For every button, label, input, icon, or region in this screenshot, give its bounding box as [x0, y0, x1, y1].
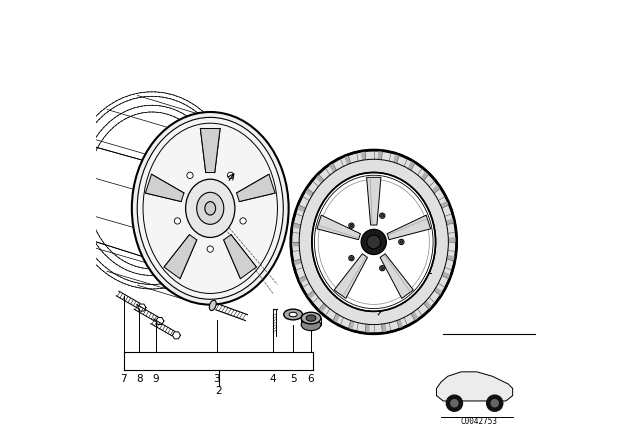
Circle shape — [446, 395, 463, 411]
Polygon shape — [408, 160, 415, 170]
Text: 1: 1 — [426, 266, 433, 276]
Ellipse shape — [306, 315, 316, 321]
Polygon shape — [164, 235, 196, 279]
Circle shape — [486, 395, 503, 411]
Ellipse shape — [301, 312, 321, 324]
Polygon shape — [393, 153, 399, 164]
Polygon shape — [296, 205, 306, 212]
Text: 5: 5 — [290, 374, 296, 383]
Polygon shape — [304, 188, 314, 197]
Text: 7: 7 — [120, 374, 127, 383]
Polygon shape — [315, 174, 324, 184]
Ellipse shape — [312, 172, 436, 311]
Polygon shape — [298, 276, 307, 284]
Polygon shape — [365, 324, 370, 334]
Text: 6: 6 — [308, 374, 314, 383]
Polygon shape — [292, 259, 301, 266]
Text: 2: 2 — [216, 386, 222, 396]
Circle shape — [187, 172, 193, 178]
Polygon shape — [378, 150, 383, 160]
Ellipse shape — [291, 150, 457, 334]
Circle shape — [350, 224, 353, 227]
Polygon shape — [448, 237, 457, 242]
Polygon shape — [237, 174, 275, 202]
Circle shape — [380, 266, 385, 271]
Text: 3: 3 — [214, 374, 220, 383]
Ellipse shape — [186, 179, 235, 237]
Polygon shape — [447, 255, 456, 261]
Circle shape — [174, 218, 180, 224]
Polygon shape — [411, 311, 419, 322]
Polygon shape — [424, 300, 433, 310]
Polygon shape — [145, 174, 184, 202]
Circle shape — [349, 255, 354, 261]
Polygon shape — [381, 323, 387, 333]
Polygon shape — [292, 223, 301, 229]
Polygon shape — [442, 271, 451, 279]
Ellipse shape — [301, 319, 321, 331]
Circle shape — [240, 218, 246, 224]
Circle shape — [381, 267, 383, 270]
Polygon shape — [420, 171, 429, 181]
Ellipse shape — [196, 192, 224, 224]
Circle shape — [380, 213, 385, 218]
Polygon shape — [434, 287, 444, 296]
Polygon shape — [291, 242, 300, 247]
Text: 9: 9 — [152, 374, 159, 383]
Circle shape — [227, 172, 234, 178]
Ellipse shape — [361, 229, 387, 254]
Polygon shape — [432, 184, 441, 194]
Polygon shape — [200, 129, 220, 172]
Ellipse shape — [132, 112, 289, 305]
Circle shape — [349, 223, 354, 228]
Text: 8: 8 — [136, 374, 143, 383]
Ellipse shape — [137, 117, 284, 299]
Polygon shape — [446, 218, 455, 225]
Polygon shape — [387, 215, 431, 240]
Circle shape — [207, 246, 213, 252]
Polygon shape — [332, 314, 340, 324]
Circle shape — [400, 241, 403, 243]
Circle shape — [350, 257, 353, 259]
Circle shape — [491, 400, 499, 407]
Ellipse shape — [367, 235, 381, 249]
Polygon shape — [328, 162, 337, 172]
Ellipse shape — [205, 202, 216, 215]
Polygon shape — [380, 254, 413, 298]
Polygon shape — [436, 372, 513, 401]
Text: 4: 4 — [269, 374, 276, 383]
Circle shape — [451, 400, 458, 407]
Polygon shape — [317, 215, 360, 240]
Polygon shape — [334, 254, 367, 298]
Polygon shape — [361, 151, 366, 160]
Polygon shape — [397, 319, 403, 329]
Circle shape — [381, 214, 383, 217]
Circle shape — [399, 239, 404, 245]
Text: C0042753: C0042753 — [461, 417, 497, 426]
Polygon shape — [344, 155, 351, 165]
Ellipse shape — [289, 312, 297, 317]
Polygon shape — [367, 177, 381, 225]
Polygon shape — [440, 200, 449, 208]
Polygon shape — [307, 290, 316, 300]
Ellipse shape — [209, 300, 216, 310]
Polygon shape — [348, 320, 355, 331]
Polygon shape — [318, 303, 327, 313]
Polygon shape — [224, 235, 257, 279]
Ellipse shape — [284, 309, 303, 320]
